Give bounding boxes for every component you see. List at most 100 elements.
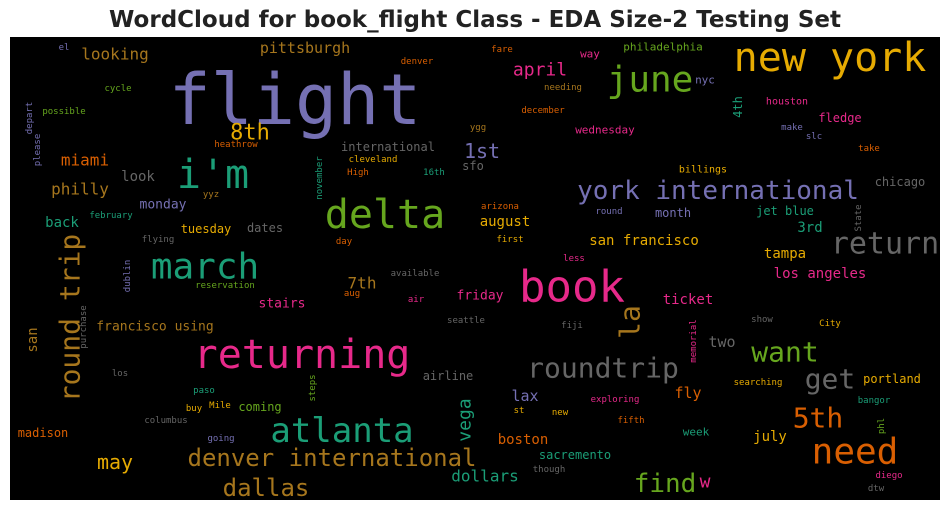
word: diego	[875, 471, 902, 481]
word: flying	[142, 235, 175, 245]
word: purchase	[79, 305, 89, 348]
word: denver	[401, 57, 434, 67]
word: san francisco	[589, 233, 699, 249]
cloud-background	[10, 37, 940, 500]
word: book	[519, 262, 625, 313]
word: 16th	[423, 168, 445, 178]
word: fifth	[617, 416, 644, 426]
word: reservation	[195, 281, 255, 291]
word: february	[89, 211, 133, 221]
word: arizona	[481, 202, 519, 212]
word: 4th	[731, 96, 745, 118]
word: roundtrip	[527, 352, 679, 385]
word: stairs	[259, 297, 306, 312]
word: dtw	[868, 484, 885, 494]
word: august	[480, 214, 531, 230]
word: seattle	[447, 316, 485, 326]
word: ticket	[663, 292, 714, 308]
word: slc	[806, 132, 822, 142]
word: los angeles	[774, 266, 867, 282]
word: look	[121, 169, 155, 185]
word: wednesday	[575, 124, 635, 137]
word: dublin	[123, 260, 133, 293]
word: needing	[544, 83, 582, 93]
word: day	[336, 237, 353, 247]
word: Mile	[209, 401, 231, 411]
word: 3rd	[797, 220, 822, 236]
word: boston	[498, 432, 549, 448]
word: st	[514, 406, 525, 416]
word: billings	[679, 165, 727, 176]
word: philadelphia	[623, 41, 702, 54]
word: exploring	[591, 395, 640, 405]
word: tampa	[764, 246, 806, 262]
word: columbus	[144, 416, 187, 426]
word: City	[819, 319, 841, 329]
word: monday	[140, 198, 187, 213]
word: searching	[734, 378, 783, 388]
word: cleveland	[349, 155, 398, 165]
word: return	[831, 227, 939, 262]
word: take	[858, 144, 880, 154]
word: international	[341, 140, 435, 154]
word: atlanta	[270, 411, 413, 451]
word: bangor	[858, 396, 891, 406]
word: la	[614, 305, 647, 339]
word: november	[315, 156, 325, 200]
word: High	[347, 168, 369, 178]
word: chicago	[875, 175, 926, 189]
word: depart	[25, 102, 35, 135]
word: need	[812, 432, 899, 473]
word: aug	[344, 289, 360, 299]
word: coming	[238, 400, 281, 414]
word: fledge	[818, 111, 861, 125]
word: miami	[61, 151, 109, 170]
word: paso	[193, 386, 215, 396]
word: looking	[81, 45, 148, 64]
word: w	[700, 472, 711, 493]
title: WordCloud for book_flight Class - EDA Si…	[109, 7, 841, 33]
words: flight new york june i'm 8th delta march york i…	[18, 35, 939, 502]
word: phl	[877, 418, 887, 434]
word: first	[496, 235, 523, 245]
word: dates	[247, 221, 283, 235]
word: i'm	[177, 152, 249, 198]
word: portland	[863, 372, 921, 386]
word: yyz	[203, 190, 219, 200]
word: memorial	[689, 319, 699, 362]
word: friday	[457, 289, 504, 304]
word: buy	[186, 404, 203, 414]
word: 8th	[230, 121, 270, 146]
word: way	[580, 48, 600, 61]
word: possible	[42, 107, 85, 117]
word: jet blue	[756, 204, 814, 218]
word: air	[408, 295, 425, 305]
word: denver international	[188, 444, 477, 472]
word: vega	[455, 398, 476, 441]
word: fare	[491, 45, 513, 55]
word: week	[683, 426, 710, 439]
word: dallas	[223, 474, 310, 502]
word: 7th	[348, 274, 377, 293]
word: may	[97, 450, 133, 474]
word: month	[655, 206, 691, 220]
word: los	[112, 369, 128, 379]
word: tuesday	[181, 222, 232, 236]
word: madison	[18, 426, 69, 440]
word: philly	[51, 180, 109, 199]
word: show	[751, 315, 773, 325]
word: back	[45, 215, 79, 231]
word: fiji	[561, 321, 583, 331]
word: cycle	[104, 84, 131, 94]
word: flight	[169, 59, 422, 141]
word: though	[533, 465, 566, 475]
word: make	[781, 123, 803, 133]
word: december	[521, 106, 565, 116]
word: april	[513, 60, 567, 81]
word: round trip	[54, 234, 87, 403]
word: pittsburgh	[260, 39, 350, 57]
word: less	[563, 254, 585, 264]
word: sacremento	[539, 448, 611, 462]
word: houston	[766, 97, 808, 108]
